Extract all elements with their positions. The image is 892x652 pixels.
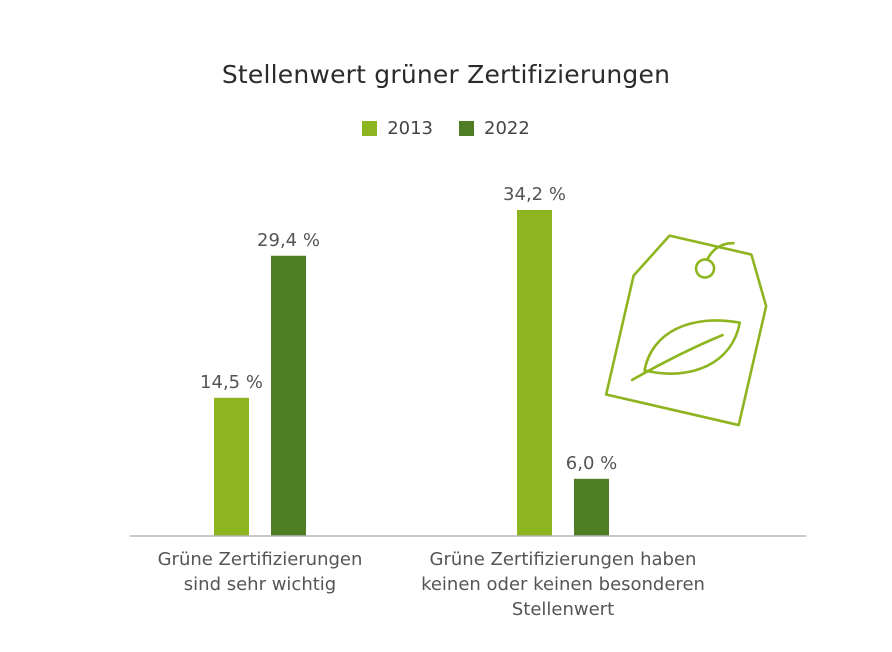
legend: 2013 2022 — [0, 118, 892, 139]
chart-title: Stellenwert grüner Zertifizierungen — [221, 60, 671, 89]
legend-item-2013: 2013 — [362, 118, 433, 139]
data-label-2013-cat1: 14,5 % — [200, 372, 263, 393]
x-tick-label-cat2-line2: keinen oder keinen besonderen — [421, 574, 705, 595]
bar-2022-cat1 — [271, 255, 306, 536]
x-tick-label-cat1-line1: Grüne Zertifizierungen — [158, 549, 363, 570]
leaf-price-tag-icon — [604, 234, 768, 427]
legend-item-2022: 2022 — [459, 118, 530, 139]
x-tick-label-cat2-line1: Grüne Zertifizierungen haben — [430, 549, 697, 570]
data-label-2022-cat1: 29,4 % — [257, 230, 320, 251]
bar-2013-cat2 — [517, 210, 552, 536]
legend-label-2013: 2013 — [387, 118, 433, 139]
legend-swatch-2013 — [362, 121, 378, 136]
data-label-2022-cat2: 6,0 % — [566, 453, 617, 474]
bar-2022-cat2 — [574, 478, 609, 536]
bars-group: 14,5 % 34,2 % 29,4 % 6,0 % — [200, 184, 617, 536]
data-label-2013-cat2: 34,2 % — [503, 184, 566, 205]
x-tick-label-cat1-line2: sind sehr wichtig — [184, 574, 336, 595]
x-axis-labels: Grüne Zertifizierungen sind sehr wichtig G… — [158, 549, 705, 620]
legend-label-2022: 2022 — [484, 118, 530, 139]
bar-2013-cat1 — [214, 397, 249, 536]
x-tick-label-cat2-line3: Stellenwert — [512, 599, 614, 620]
legend-swatch-2022 — [459, 121, 474, 136]
